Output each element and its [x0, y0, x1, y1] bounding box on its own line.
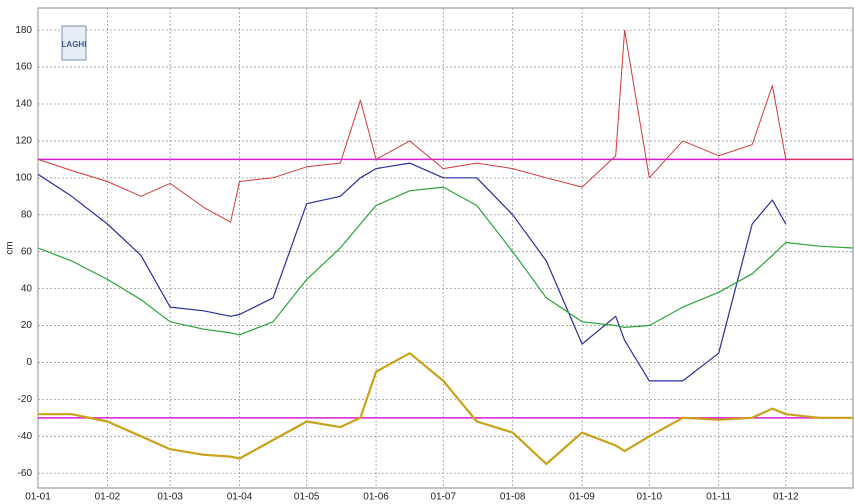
y-axis-label: cm: [5, 241, 16, 254]
y-tick-label: -60: [18, 468, 33, 479]
y-tick-label: 100: [15, 172, 32, 183]
x-tick-label: 01-11: [706, 492, 731, 503]
y-tick-label: 40: [21, 283, 33, 294]
y-tick-label: -40: [18, 431, 33, 442]
y-tick-label: 80: [21, 209, 33, 220]
series-line: [37, 162, 787, 382]
series-line: [37, 29, 853, 223]
x-tick-label: 01-07: [430, 492, 456, 503]
x-tick-label: 01-08: [500, 492, 526, 503]
x-tick-label: 01-05: [294, 492, 320, 503]
x-tick-label: 01-06: [363, 492, 389, 503]
logo-text: LAGHI: [62, 40, 87, 49]
y-tick-label: 140: [15, 99, 32, 110]
series-line: [37, 186, 854, 336]
y-tick-label: -20: [18, 394, 33, 405]
y-tick-label: 160: [15, 62, 32, 73]
x-tick-label: 01-03: [157, 492, 183, 503]
logo: LAGHI: [61, 25, 87, 61]
y-tick-label: 20: [21, 320, 33, 331]
x-tick-label: 01-01: [25, 492, 51, 503]
x-tick-label: 01-04: [227, 492, 253, 503]
x-tick-label: 01-09: [569, 492, 595, 503]
plot-frame: [37, 7, 854, 489]
y-tick-label: 180: [15, 25, 32, 36]
x-tick-label: 01-10: [636, 492, 662, 503]
logo-box: [61, 25, 87, 61]
y-tick-label: 60: [21, 246, 33, 257]
x-tick-label: 01-02: [95, 492, 121, 503]
y-tick-label: 0: [26, 357, 32, 368]
y-tick-label: 120: [15, 136, 32, 147]
x-tick-label: 01-12: [773, 492, 799, 503]
series-line: [38, 352, 853, 466]
